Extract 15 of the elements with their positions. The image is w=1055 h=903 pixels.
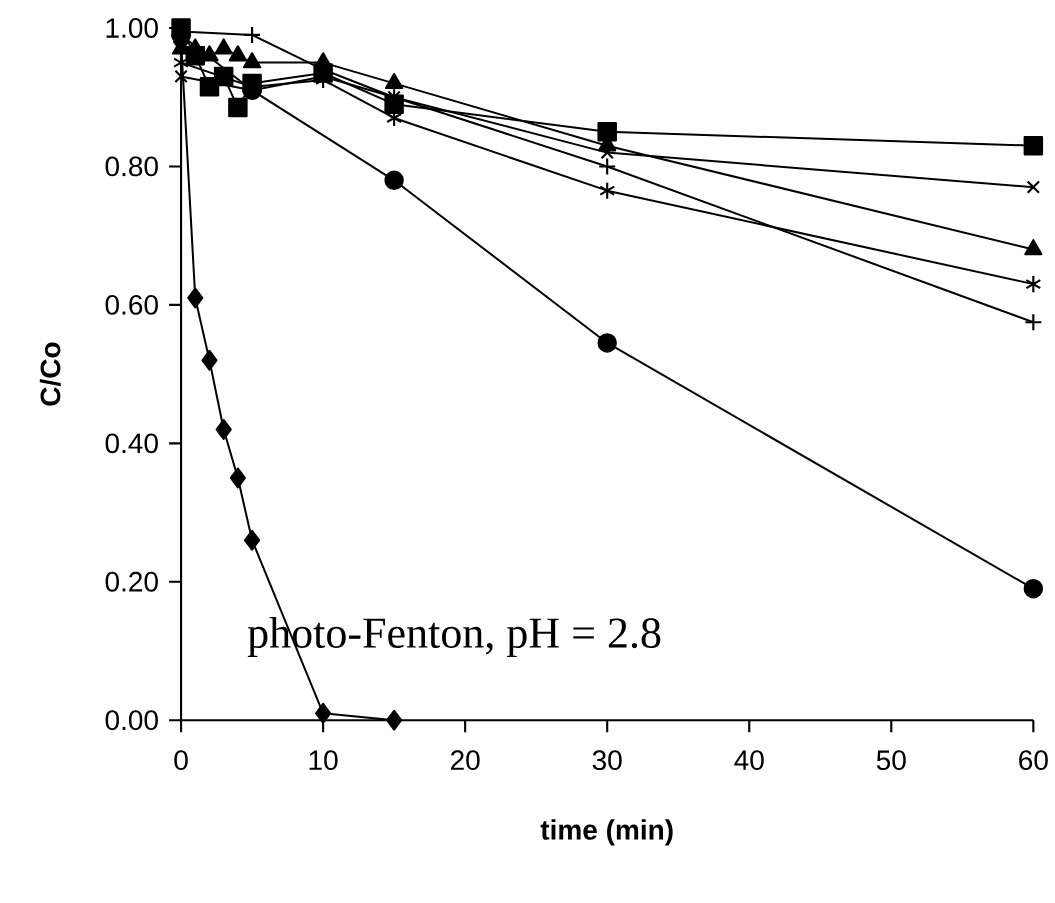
- x-tick-label: 40: [734, 750, 764, 771]
- x-tick-label: 10: [309, 750, 338, 771]
- y-tick-label: 1.00: [106, 18, 158, 38]
- y-tick-label: 0.80: [105, 156, 158, 177]
- y-tick-label: 0.60: [105, 294, 158, 315]
- y-tick-label: 0.40: [105, 433, 158, 454]
- x-tick-label: 0: [174, 750, 188, 771]
- x-tick-label: 50: [876, 750, 906, 771]
- x-tick-label: 60: [1019, 750, 1048, 771]
- y-axis-title: C/Co: [39, 342, 61, 406]
- x-tick-label: 30: [592, 750, 622, 771]
- x-axis-title: time (min): [540, 819, 673, 846]
- x-tick-label: 20: [450, 750, 480, 771]
- y-tick-label: 0.20: [105, 571, 158, 592]
- y-tick-label: 0.00: [105, 710, 158, 731]
